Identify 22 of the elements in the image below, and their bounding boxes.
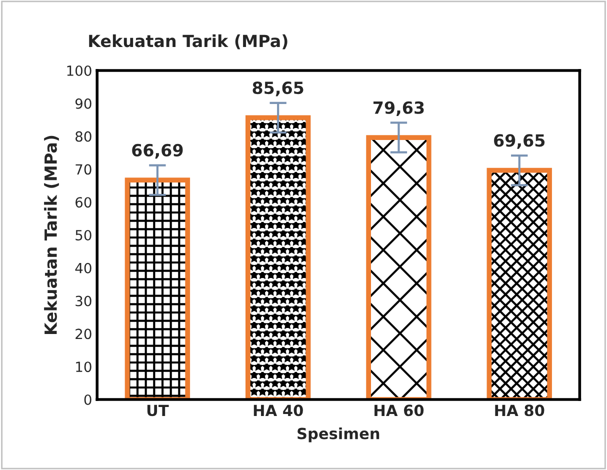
x-tick-label: HA 60: [374, 404, 424, 416]
data-label: 66,69: [132, 144, 183, 159]
x-tick-label: UT: [147, 404, 169, 416]
y-tick-label: 90: [75, 98, 92, 109]
data-label: 85,65: [252, 82, 304, 96]
x-tick-label: HA 80: [495, 404, 544, 416]
y-tick-label: 60: [76, 197, 92, 208]
data-label: 79,63: [373, 101, 424, 116]
x-axis-title: Spesimen: [298, 427, 380, 442]
chart-title: Kekuatan Tarik (MPa): [89, 34, 288, 50]
y-tick-label: 80: [76, 131, 92, 142]
data-label: 69,65: [494, 134, 545, 149]
y-tick-label: 40: [75, 262, 92, 274]
y-tick-label: 30: [76, 296, 92, 306]
y-tick-label: 10: [76, 362, 92, 372]
y-tick-label: 100: [67, 65, 92, 76]
y-tick-label: 70: [76, 164, 92, 175]
x-tick-label: HA 40: [254, 404, 303, 416]
y-tick-label: 50: [76, 230, 92, 240]
y-tick-label: 20: [76, 328, 92, 340]
y-axis-title: Kekuatan Tarik (MPa): [44, 136, 59, 334]
y-tick-label: 0: [84, 394, 92, 405]
